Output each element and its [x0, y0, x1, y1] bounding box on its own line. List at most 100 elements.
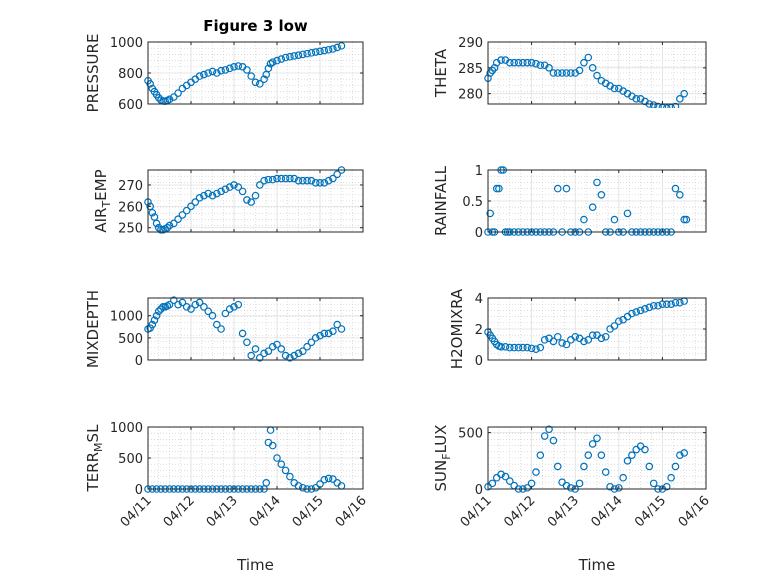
data-point	[290, 351, 299, 360]
x-tick-label: 04/12	[501, 493, 538, 530]
data-point	[213, 320, 221, 329]
data-point	[654, 301, 662, 310]
data-point	[320, 179, 329, 187]
data-point	[532, 345, 540, 353]
data-point	[307, 176, 316, 185]
data-point	[148, 320, 157, 329]
y-axis-label: MIXDEPTH	[84, 290, 102, 368]
y-tick-label: 0	[475, 226, 483, 241]
data-point	[601, 332, 610, 341]
data-point	[213, 189, 221, 198]
data-point	[597, 451, 606, 459]
data-point	[195, 298, 204, 307]
data-point	[645, 303, 654, 312]
data-point	[671, 462, 680, 471]
data-point	[682, 215, 691, 224]
x-axis-label: Time	[578, 556, 616, 574]
axes-box	[487, 41, 707, 105]
data-point	[532, 468, 540, 476]
data-point	[238, 187, 247, 196]
data-point	[217, 325, 225, 333]
data-point	[200, 70, 208, 79]
data-point	[337, 325, 346, 333]
data-point	[316, 47, 324, 56]
data-point	[492, 184, 501, 193]
data-point	[294, 349, 303, 358]
data-point	[146, 80, 154, 88]
data-point	[225, 64, 234, 73]
data-point	[575, 66, 584, 75]
data-point	[671, 298, 680, 307]
data-point	[676, 298, 684, 307]
data-point	[165, 300, 174, 309]
data-point	[662, 482, 671, 491]
data-point	[632, 95, 641, 103]
data-point	[290, 52, 299, 60]
y-tick-label: 290	[458, 36, 483, 51]
data-point	[588, 440, 597, 448]
data-point	[251, 78, 260, 87]
y-tick-label: 2	[475, 323, 483, 338]
data-point	[549, 436, 558, 445]
data-point	[303, 342, 311, 351]
data-point	[597, 191, 606, 199]
data-point	[497, 56, 505, 64]
data-point	[255, 80, 264, 88]
y-axis-label: H2OMIXRA	[448, 288, 466, 369]
data-point	[298, 483, 307, 492]
data-point	[243, 338, 251, 347]
data-point	[221, 66, 230, 74]
data-point	[281, 53, 290, 62]
data-point	[264, 175, 273, 184]
data-point	[320, 329, 329, 338]
data-point	[277, 345, 286, 353]
y-tick-label: 1000	[110, 421, 143, 436]
x-axis-label: Time	[236, 556, 274, 574]
data-point	[243, 66, 251, 74]
x-tick-label: 04/15	[290, 493, 327, 530]
data-point	[247, 198, 256, 206]
data-point	[273, 454, 281, 462]
y-axis-label: RAINFALL	[432, 165, 450, 236]
data-point	[505, 477, 514, 485]
data-point	[286, 472, 294, 481]
data-point	[221, 309, 230, 318]
data-point	[294, 51, 303, 59]
data-point	[492, 340, 501, 349]
data-point	[316, 179, 324, 187]
data-point	[255, 353, 264, 362]
data-point	[294, 176, 303, 185]
y-tick-label: 0	[475, 483, 483, 498]
data-point	[562, 184, 571, 193]
data-point	[329, 174, 337, 183]
data-point	[497, 343, 505, 351]
y-axis-label: TERRMSL	[84, 424, 105, 493]
data-series	[484, 297, 689, 353]
data-point	[654, 102, 662, 108]
data-point	[182, 303, 191, 311]
data-point	[320, 475, 329, 484]
data-series	[144, 166, 346, 234]
data-point	[553, 462, 562, 471]
data-point	[549, 69, 558, 77]
y-tick-label: 0.5	[462, 195, 483, 210]
data-point	[588, 64, 597, 72]
data-point	[527, 58, 536, 67]
data-point	[268, 175, 277, 184]
data-point	[238, 329, 247, 338]
data-point	[268, 342, 277, 351]
data-point	[329, 45, 337, 53]
data-point	[163, 223, 172, 232]
data-point	[324, 176, 333, 185]
data-point	[527, 344, 536, 353]
data-point	[187, 305, 195, 313]
data-point	[243, 196, 251, 204]
data-point	[286, 174, 294, 183]
data-point	[495, 184, 503, 193]
y-tick-label: 260	[118, 200, 143, 215]
data-point	[488, 479, 497, 488]
data-point	[230, 181, 238, 189]
data-point	[298, 347, 307, 355]
y-tick-label: 500	[118, 332, 143, 347]
data-point	[680, 449, 689, 457]
